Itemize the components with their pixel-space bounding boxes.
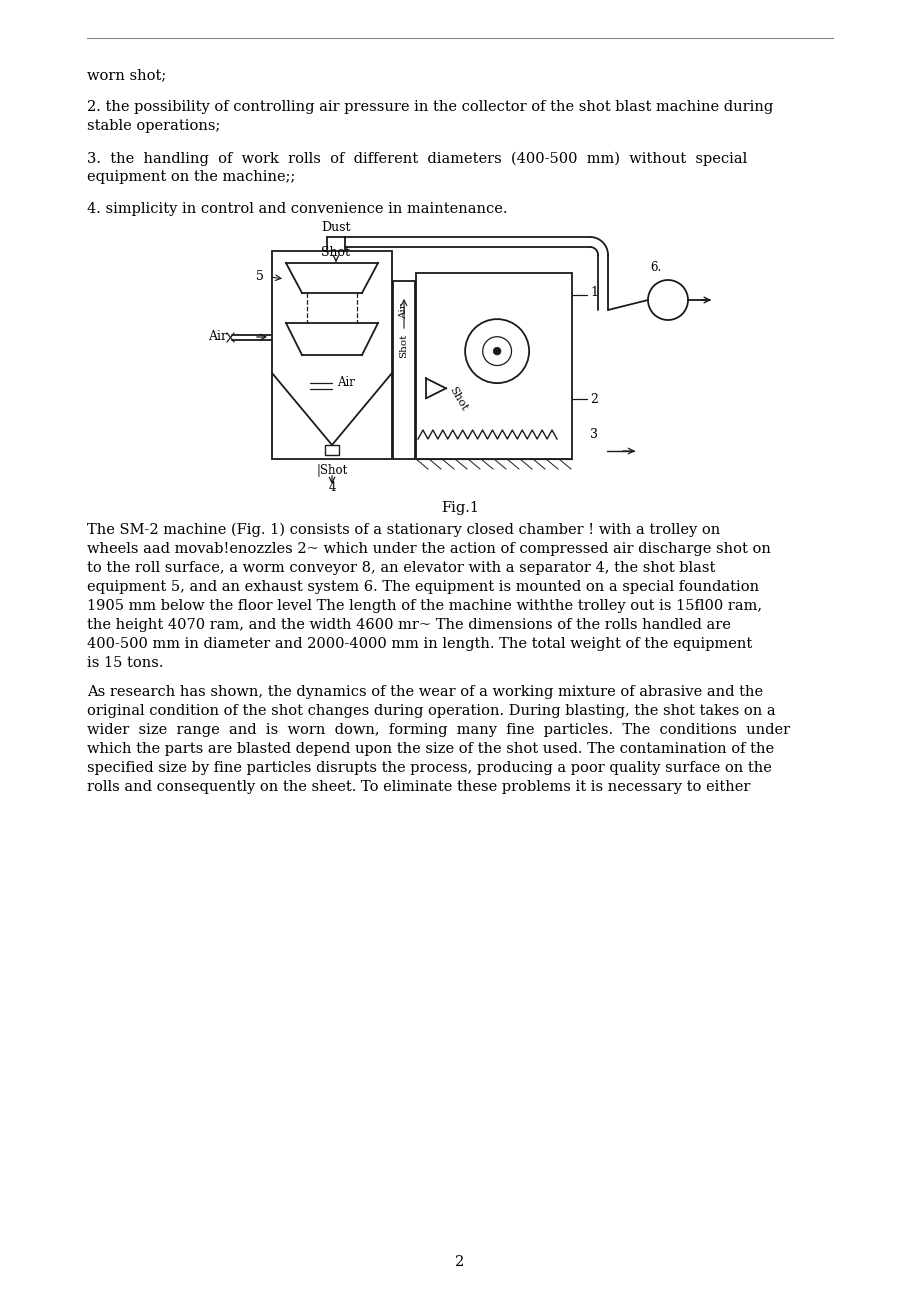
Text: 2: 2 <box>455 1255 464 1269</box>
Text: Air: Air <box>336 376 355 389</box>
Text: which the parts are blasted depend upon the size of the shot used. The contamina: which the parts are blasted depend upon … <box>87 742 774 756</box>
Text: 6.: 6. <box>650 260 661 273</box>
Text: rolls and consequently on the sheet. To eliminate these problems it is necessary: rolls and consequently on the sheet. To … <box>87 780 750 794</box>
Text: to the roll surface, a worm conveyor 8, an elevator with a separator 4, the shot: to the roll surface, a worm conveyor 8, … <box>87 561 715 575</box>
Bar <box>392 281 414 460</box>
Text: 4: 4 <box>328 480 335 493</box>
Text: worn shot;: worn shot; <box>87 68 166 82</box>
Text: Air: Air <box>399 303 408 319</box>
Text: the height 4070 ram, and the width 4600 mr~ The dimensions of the rolls handled : the height 4070 ram, and the width 4600 … <box>87 618 731 631</box>
Text: Shot: Shot <box>399 333 408 358</box>
Text: Shot: Shot <box>447 384 469 411</box>
Text: specified size by fine particles disrupts the process, producing a poor quality : specified size by fine particles disrupt… <box>87 760 771 775</box>
Text: Air: Air <box>208 331 227 344</box>
Text: |Shot: |Shot <box>316 464 347 477</box>
Text: 5: 5 <box>255 271 264 284</box>
Text: Shot: Shot <box>321 246 350 259</box>
Text: 1: 1 <box>589 286 597 299</box>
Text: stable operations;: stable operations; <box>87 118 221 133</box>
Text: equipment 5, and an exhaust system 6. The equipment is mounted on a special foun: equipment 5, and an exhaust system 6. Th… <box>87 579 759 594</box>
Text: 2: 2 <box>589 393 597 406</box>
Text: 3: 3 <box>589 428 597 441</box>
Text: 4. simplicity in control and convenience in maintenance.: 4. simplicity in control and convenience… <box>87 203 507 216</box>
Text: 2. the possibility of controlling air pressure in the collector of the shot blas: 2. the possibility of controlling air pr… <box>87 100 773 115</box>
Text: wider  size  range  and  is  worn  down,  forming  many  fine  particles.  The  : wider size range and is worn down, formi… <box>87 723 789 737</box>
Text: 400-500 mm in diameter and 2000-4000 mm in length. The total weight of the equip: 400-500 mm in diameter and 2000-4000 mm … <box>87 637 752 651</box>
Text: original condition of the shot changes during operation. During blasting, the sh: original condition of the shot changes d… <box>87 704 776 717</box>
Text: equipment on the machine;;: equipment on the machine;; <box>87 171 295 184</box>
Text: is 15 tons.: is 15 tons. <box>87 656 164 671</box>
Text: Dust: Dust <box>321 221 350 234</box>
Text: Fig.1: Fig.1 <box>440 501 479 516</box>
Circle shape <box>493 348 501 355</box>
Text: The SM-2 machine (Fig. 1) consists of a stationary closed chamber ! with a troll: The SM-2 machine (Fig. 1) consists of a … <box>87 523 720 538</box>
Text: As research has shown, the dynamics of the wear of a working mixture of abrasive: As research has shown, the dynamics of t… <box>87 685 763 699</box>
Text: 1905 mm below the floor level The length of the machine withthe trolley out is 1: 1905 mm below the floor level The length… <box>87 599 762 613</box>
Bar <box>324 445 338 454</box>
Bar <box>415 273 572 460</box>
Text: wheels aad movab!enozzles 2~ which under the action of compressed air discharge : wheels aad movab!enozzles 2~ which under… <box>87 542 770 556</box>
Text: 3.  the  handling  of  work  rolls  of  different  diameters  (400-500  mm)  wit: 3. the handling of work rolls of differe… <box>87 151 747 165</box>
Bar <box>272 251 391 460</box>
